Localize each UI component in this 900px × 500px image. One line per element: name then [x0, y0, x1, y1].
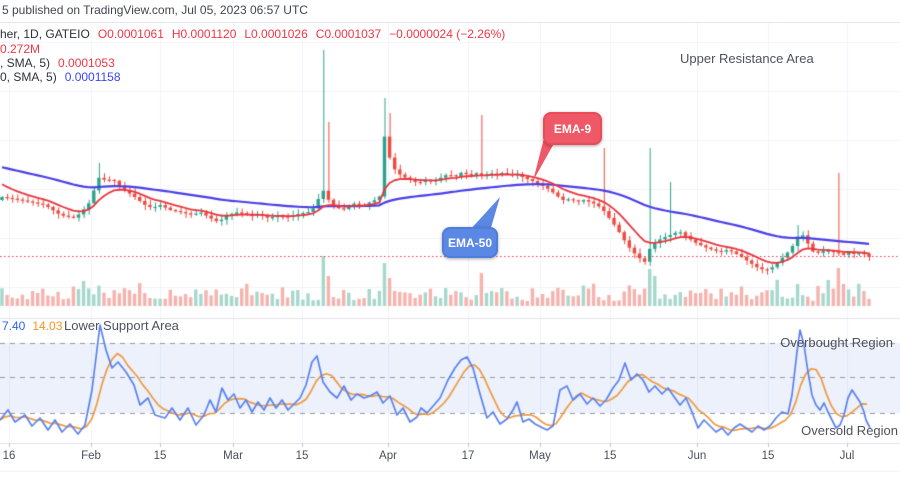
ema9-legend-label: , SMA, 5): [0, 56, 51, 70]
time-axis[interactable]: 16 Feb 15 Mar 15 Apr 17 May 15 Jun 15 Jul: [0, 443, 900, 471]
publish-note: 5 published on TradingView.com, Jul 05, …: [2, 3, 308, 17]
stochastic-d-value: 14.03: [32, 319, 63, 333]
ema50-callout[interactable]: EMA-50: [442, 227, 498, 258]
overbought-region-label: Overbought Region: [780, 335, 893, 350]
time-axis-label: 15: [153, 450, 167, 462]
time-axis-label: 15: [295, 450, 309, 462]
lower-support-label: Lower Support Area: [64, 318, 179, 333]
header-divider: [0, 22, 900, 23]
time-axis-label: Feb: [81, 450, 101, 462]
time-axis-label: 15: [603, 450, 617, 462]
time-axis-label: 15: [761, 450, 775, 462]
ema9-legend-row[interactable]: , SMA, 5) 0.0001053: [0, 56, 115, 70]
ema9-callout[interactable]: EMA-9: [543, 112, 602, 145]
ema50-callout-tail: [469, 197, 500, 231]
ohlc-high: H0.0001120: [171, 27, 237, 41]
time-axis-label: 17: [461, 450, 475, 462]
time-axis-label: Jun: [687, 450, 707, 462]
ema50-legend-row[interactable]: 0, SMA, 5) 0.0001158: [0, 70, 121, 84]
ema50-legend-value: 0.0001158: [64, 70, 121, 84]
volume-legend-row[interactable]: 0.272M: [0, 42, 40, 56]
ohlc-low: L0.0001026: [244, 27, 308, 41]
stochastic-legend-row[interactable]: 7.40 14.03: [2, 319, 62, 333]
symbol-info: her, 1D, GATEIO: [0, 27, 90, 41]
symbol-legend-row[interactable]: her, 1D, GATEIO O0.0001061 H0.0001120 L0…: [0, 27, 505, 41]
ema9-legend-value: 0.0001053: [58, 56, 115, 70]
ema50-legend-label: 0, SMA, 5): [0, 70, 57, 84]
ohlc-close: C0.0001037: [315, 27, 382, 41]
upper-resistance-label: Upper Resistance Area: [680, 51, 814, 66]
ohlc-open: O0.0001061: [97, 27, 164, 41]
time-axis-label: Mar: [223, 450, 243, 462]
time-axis-label: May: [529, 450, 551, 462]
volume-value: 0.272M: [0, 42, 41, 56]
time-axis-label: Jul: [839, 450, 855, 462]
oversold-region-label: Oversold Region: [801, 423, 898, 438]
ema9-callout-tail: [533, 138, 557, 181]
ohlc-change: −0.0000024 (−2.26%): [389, 27, 506, 41]
stochastic-k-value: 7.40: [2, 319, 26, 333]
time-axis-label: 16: [2, 450, 16, 462]
time-axis-label: Apr: [379, 450, 397, 462]
